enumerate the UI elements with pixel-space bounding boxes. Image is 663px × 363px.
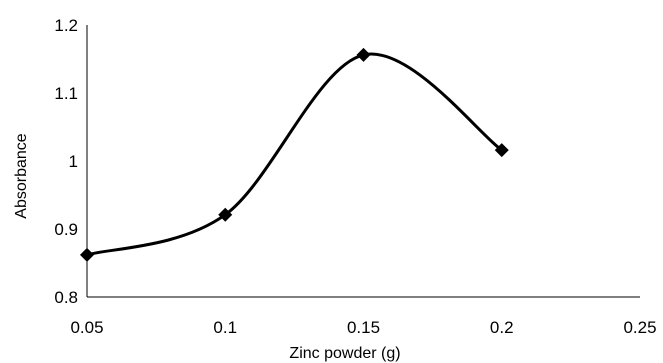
y-tick-label: 0.8 <box>54 288 78 307</box>
y-tick-labels: 0.8 0.9 1 1.1 1.2 <box>54 16 78 307</box>
y-tick-label: 1 <box>69 152 78 171</box>
x-tick-labels: 0.05 0.1 0.15 0.2 0.25 <box>70 318 656 337</box>
data-point-marker <box>356 47 371 62</box>
x-tick-label: 0.15 <box>347 318 380 337</box>
x-tick-label: 0.25 <box>623 318 656 337</box>
y-tick-label: 1.2 <box>54 16 78 35</box>
x-axis-title: Zinc powder (g) <box>289 345 400 362</box>
data-point-marker <box>218 207 233 222</box>
x-tick-label: 0.2 <box>490 318 514 337</box>
series-layer <box>80 47 509 262</box>
y-axis-title: Absorbance <box>13 133 30 218</box>
y-tick-label: 1.1 <box>54 84 78 103</box>
data-point-marker <box>494 143 509 158</box>
x-tick-label: 0.1 <box>213 318 237 337</box>
x-tick-label: 0.05 <box>70 318 103 337</box>
y-tick-label: 0.9 <box>54 220 78 239</box>
series-line <box>85 52 504 257</box>
data-point-marker <box>80 247 94 262</box>
